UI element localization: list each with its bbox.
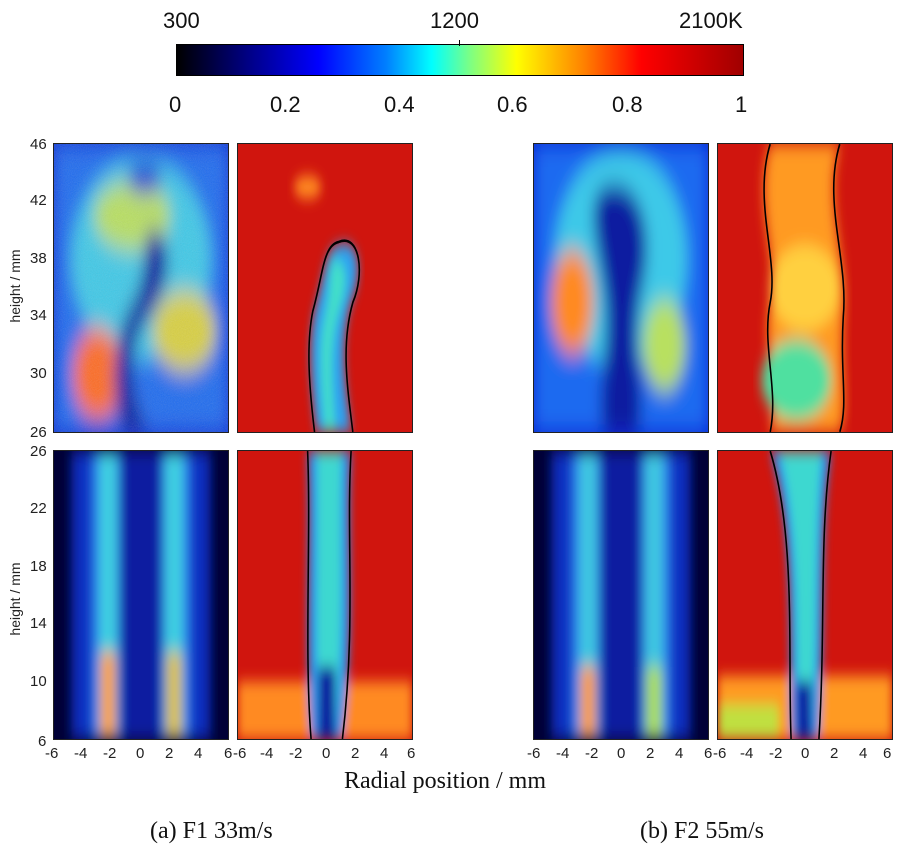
y-axis-label-upper: height / mm xyxy=(7,249,23,323)
colorbar-label-min: 300 xyxy=(163,8,200,33)
x-tick-f1r-4: 2 xyxy=(351,745,360,762)
x-tick-f2l-2: -2 xyxy=(585,745,599,762)
x-tick-f2l-6: 6 xyxy=(704,745,713,762)
x-tick-f2r-1: -4 xyxy=(740,745,754,762)
x-tick-f2r-3: 0 xyxy=(801,745,810,762)
x-tick-f1l-2: -2 xyxy=(103,745,117,762)
x-tick-f2r-6: 6 xyxy=(883,745,892,762)
y-tick-lower-6: 6 xyxy=(38,733,47,750)
y-tick-upper-26: 26 xyxy=(30,424,47,441)
colorbar-tick-3: 0.6 xyxy=(497,92,528,117)
x-tick-f2r-5: 4 xyxy=(859,745,868,762)
x-tick-f1r-0: -6 xyxy=(233,745,247,762)
x-tick-f2l-4: 2 xyxy=(646,745,655,762)
caption-f2: (b) F2 55m/s xyxy=(640,818,765,844)
x-tick-f2l-5: 4 xyxy=(675,745,684,762)
colorbar-mid-tick xyxy=(459,40,460,46)
heatmap-f2-upper-right xyxy=(717,143,893,433)
x-tick-f1l-0: -6 xyxy=(45,745,59,762)
heatmap-f1-lower-left xyxy=(53,450,229,740)
heatmap-f1-lower-right xyxy=(237,450,413,740)
x-tick-f2l-1: -4 xyxy=(556,745,570,762)
colorbar-tick-4: 0.8 xyxy=(612,92,643,117)
x-tick-f2r-0: -6 xyxy=(713,745,727,762)
x-tick-f1l-6: 6 xyxy=(224,745,233,762)
colorbar-tick-0: 0 xyxy=(169,92,182,117)
x-tick-f1l-3: 0 xyxy=(136,745,145,762)
x-tick-f1r-6: 6 xyxy=(407,745,416,762)
colorbar-label-mid: 1200 xyxy=(430,8,479,33)
heatmap-f2-upper-left xyxy=(533,143,709,433)
y-tick-lower-10: 10 xyxy=(30,673,47,690)
x-tick-f2r-4: 2 xyxy=(830,745,839,762)
y-tick-upper-38: 38 xyxy=(30,250,47,267)
y-tick-upper-42: 42 xyxy=(30,192,47,209)
x-tick-f1l-5: 4 xyxy=(194,745,203,762)
heatmap-f1-upper-right xyxy=(237,143,413,433)
x-tick-f1l-4: 2 xyxy=(165,745,174,762)
y-tick-upper-34: 34 xyxy=(30,307,47,324)
y-tick-lower-22: 22 xyxy=(30,500,47,517)
colorbar xyxy=(176,44,744,76)
heatmap-f1-upper-left xyxy=(53,143,229,433)
x-tick-f1r-5: 4 xyxy=(380,745,389,762)
heatmap-f2-lower-right xyxy=(717,450,893,740)
x-tick-f2l-3: 0 xyxy=(617,745,626,762)
x-tick-f1r-2: -2 xyxy=(289,745,303,762)
colorbar-tick-2: 0.4 xyxy=(384,92,415,117)
y-tick-upper-30: 30 xyxy=(30,365,47,382)
x-tick-f1r-1: -4 xyxy=(260,745,274,762)
x-tick-f1l-1: -4 xyxy=(74,745,88,762)
colorbar-tick-1: 0.2 xyxy=(270,92,301,117)
caption-f1: (a) F1 33m/s xyxy=(150,818,273,844)
x-tick-f2r-2: -2 xyxy=(769,745,783,762)
y-tick-lower-26: 26 xyxy=(30,443,47,460)
colorbar-tick-5: 1 xyxy=(735,92,748,117)
heatmap-f2-lower-left xyxy=(533,450,709,740)
colorbar-label-max: 2100K xyxy=(679,8,743,33)
x-tick-f2l-0: -6 xyxy=(527,745,541,762)
y-tick-lower-18: 18 xyxy=(30,558,47,575)
x-tick-f1r-3: 0 xyxy=(322,745,331,762)
y-tick-upper-46: 46 xyxy=(30,136,47,153)
y-axis-label-lower: height / mm xyxy=(7,562,23,636)
y-tick-lower-14: 14 xyxy=(30,615,47,632)
x-axis-label: Radial position / mm xyxy=(344,768,546,794)
